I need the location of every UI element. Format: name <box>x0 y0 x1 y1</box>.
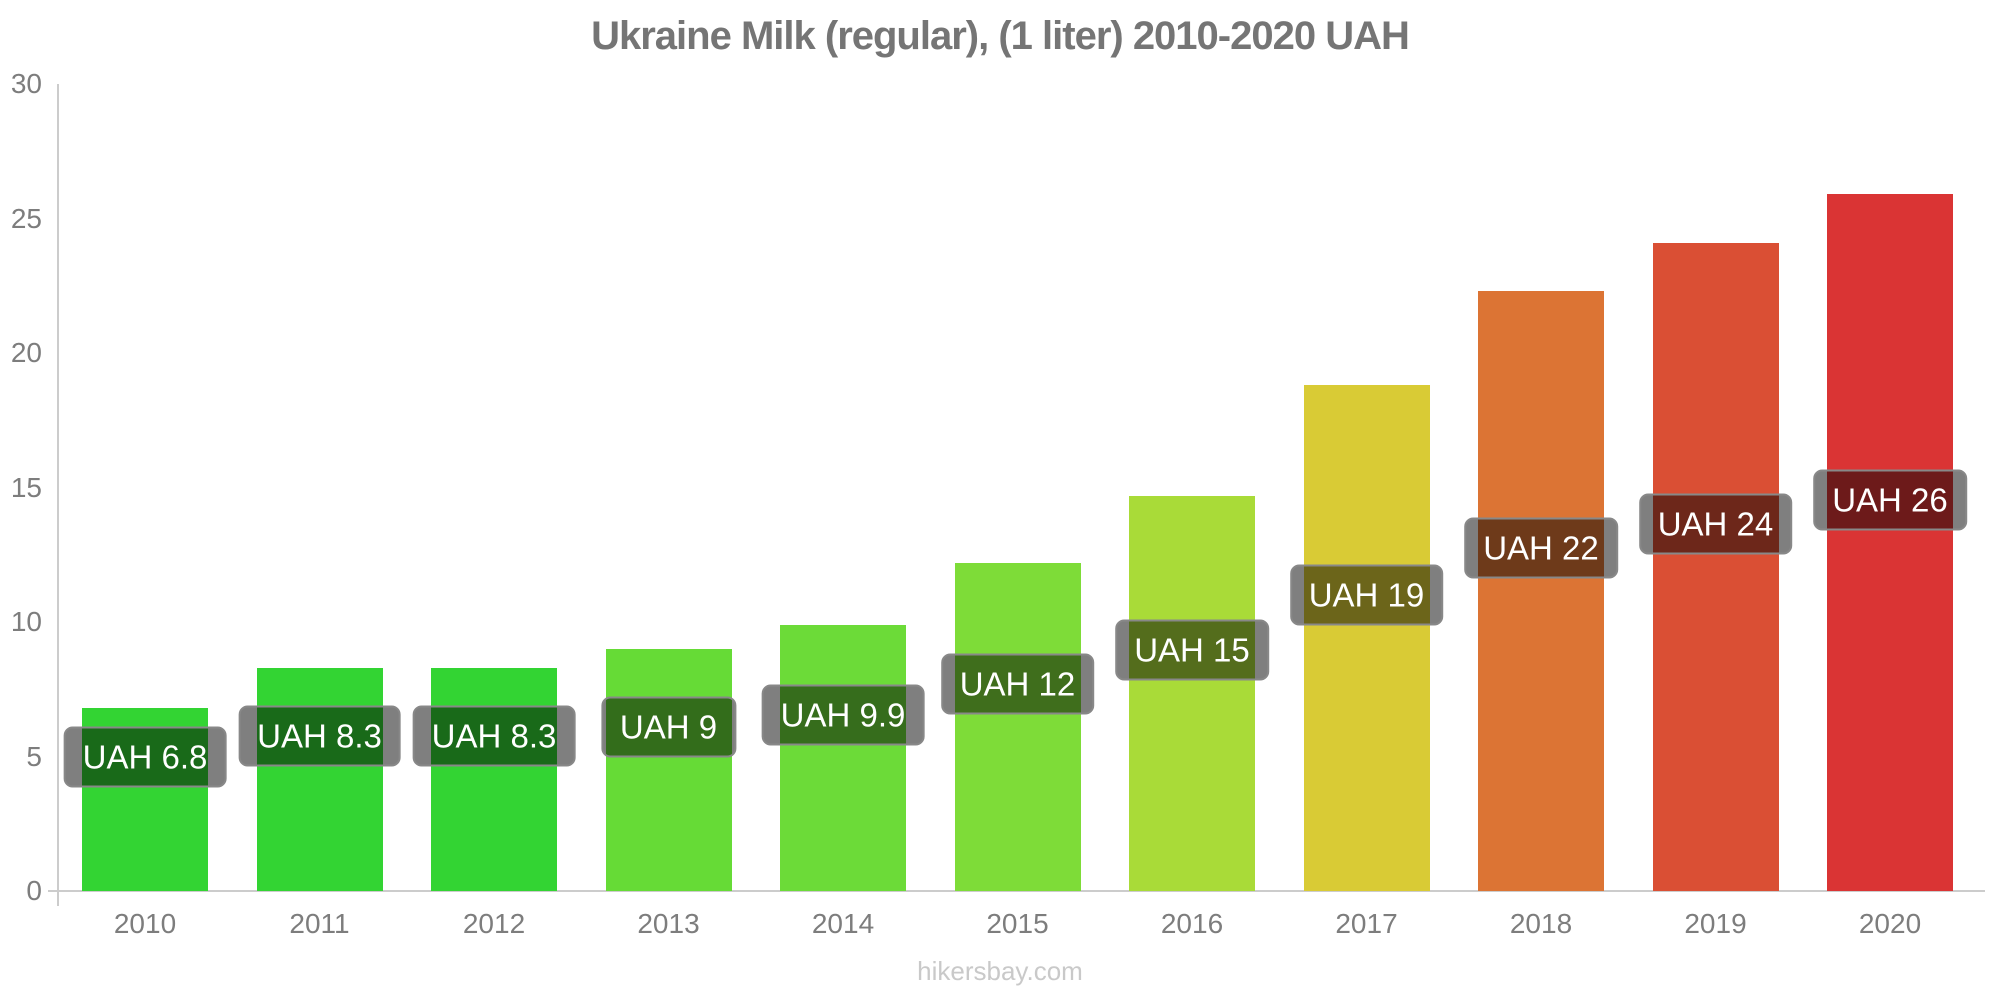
y-tick-0: 0 <box>26 875 42 906</box>
x-axis-line <box>48 890 1985 892</box>
value-label-2016: UAH 15 <box>1115 619 1269 681</box>
value-label-2018: UAH 22 <box>1464 517 1618 579</box>
x-tick-2014: 2014 <box>811 908 875 939</box>
footer-link[interactable]: hikersbay.com <box>917 956 1083 986</box>
bar-2011[interactable] <box>256 667 383 891</box>
x-tick-2020: 2020 <box>1858 908 1922 939</box>
y-tick-30: 30 <box>10 68 42 99</box>
bar-2020[interactable] <box>1827 194 1953 891</box>
y-tick-15: 15 <box>10 471 42 503</box>
bar-2017[interactable] <box>1303 385 1430 891</box>
value-label-2014: UAH 9.9 <box>761 684 925 746</box>
x-tick-2018: 2018 <box>1509 908 1573 939</box>
chart-title: Ukraine Milk (regular), (1 liter) 2010-2… <box>591 14 1410 58</box>
y-tick-10: 10 <box>10 606 42 637</box>
y-axis-line <box>57 84 59 906</box>
y-tick-20: 20 <box>10 337 42 368</box>
value-label-2017: UAH 19 <box>1289 564 1444 626</box>
x-tick-2016: 2016 <box>1160 908 1224 939</box>
bar-2019[interactable] <box>1652 242 1779 891</box>
bar-2012[interactable] <box>431 667 557 891</box>
x-tick-2012: 2012 <box>462 908 526 939</box>
bar-2014[interactable] <box>780 624 906 891</box>
value-label-2010: UAH 6.8 <box>63 726 227 787</box>
value-label-2019: UAH 24 <box>1638 493 1793 555</box>
x-tick-2017: 2017 <box>1335 908 1398 939</box>
value-label-2020: UAH 26 <box>1813 469 1967 531</box>
x-tick-2015: 2015 <box>986 908 1049 939</box>
x-tick-2013: 2013 <box>637 908 700 939</box>
x-tick-2011: 2011 <box>289 908 350 939</box>
y-tick-25: 25 <box>10 202 42 234</box>
value-label-2013: UAH 9 <box>600 696 737 758</box>
y-tick-5: 5 <box>26 740 42 772</box>
bar-2018[interactable] <box>1478 291 1604 891</box>
value-label-2015: UAH 12 <box>940 653 1095 715</box>
x-tick-2010: 2010 <box>113 908 177 939</box>
x-tick-2019: 2019 <box>1684 908 1747 939</box>
bar-2016[interactable] <box>1129 495 1255 891</box>
value-label-2012: UAH 8.3 <box>412 705 576 767</box>
bar-2013[interactable] <box>605 648 732 891</box>
value-label-2011: UAH 8.3 <box>238 705 401 767</box>
bar-2015[interactable] <box>954 562 1081 891</box>
